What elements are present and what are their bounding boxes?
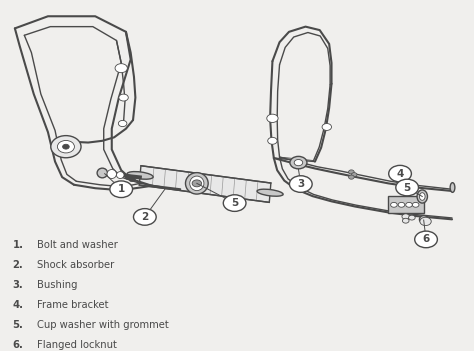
Text: 3.: 3. xyxy=(12,280,23,290)
Circle shape xyxy=(402,214,410,219)
Circle shape xyxy=(348,175,354,179)
Circle shape xyxy=(294,159,303,166)
Text: 5: 5 xyxy=(231,198,238,208)
Ellipse shape xyxy=(419,193,425,200)
Circle shape xyxy=(118,120,127,127)
Circle shape xyxy=(115,64,128,73)
Circle shape xyxy=(398,203,405,207)
Text: Bushing: Bushing xyxy=(37,280,78,290)
Circle shape xyxy=(420,217,431,226)
Circle shape xyxy=(57,140,74,153)
FancyBboxPatch shape xyxy=(388,196,424,213)
Ellipse shape xyxy=(257,189,283,196)
Circle shape xyxy=(290,157,307,169)
Ellipse shape xyxy=(450,183,455,192)
Text: 1: 1 xyxy=(118,184,125,194)
Circle shape xyxy=(290,176,312,192)
Circle shape xyxy=(412,203,419,207)
Ellipse shape xyxy=(185,173,208,194)
Circle shape xyxy=(192,180,201,187)
Ellipse shape xyxy=(417,190,428,203)
Circle shape xyxy=(223,195,246,211)
Text: 5: 5 xyxy=(403,183,411,192)
Circle shape xyxy=(415,231,438,248)
Text: 4.: 4. xyxy=(12,300,24,310)
Text: Cup washer with grommet: Cup washer with grommet xyxy=(37,320,169,330)
Circle shape xyxy=(63,144,69,149)
Circle shape xyxy=(110,181,133,198)
Circle shape xyxy=(51,135,81,158)
Text: 2.: 2. xyxy=(12,260,23,270)
Ellipse shape xyxy=(127,172,153,179)
Text: Shock absorber: Shock absorber xyxy=(37,260,114,270)
Text: Flanged locknut: Flanged locknut xyxy=(37,340,117,350)
Ellipse shape xyxy=(419,216,428,223)
Circle shape xyxy=(406,203,412,207)
Circle shape xyxy=(267,114,278,122)
Circle shape xyxy=(348,170,354,174)
Text: 2: 2 xyxy=(141,212,148,222)
Text: 3: 3 xyxy=(297,179,304,189)
Text: 4: 4 xyxy=(396,169,404,179)
Circle shape xyxy=(391,203,397,207)
Text: 6.: 6. xyxy=(12,340,23,350)
Text: 5.: 5. xyxy=(12,320,23,330)
Circle shape xyxy=(268,137,277,144)
Text: Bolt and washer: Bolt and washer xyxy=(37,240,118,250)
Circle shape xyxy=(119,94,128,101)
Circle shape xyxy=(134,208,156,225)
Circle shape xyxy=(409,215,415,220)
Circle shape xyxy=(351,173,357,177)
Circle shape xyxy=(125,175,132,180)
Ellipse shape xyxy=(97,168,108,178)
Text: 6: 6 xyxy=(422,234,429,244)
Ellipse shape xyxy=(117,172,124,179)
Circle shape xyxy=(389,165,411,182)
Ellipse shape xyxy=(190,176,204,191)
Text: 1.: 1. xyxy=(12,240,24,250)
Circle shape xyxy=(396,179,419,196)
Text: Frame bracket: Frame bracket xyxy=(37,300,109,310)
Polygon shape xyxy=(139,166,271,203)
Ellipse shape xyxy=(107,170,117,179)
Circle shape xyxy=(322,124,331,131)
Circle shape xyxy=(129,177,136,181)
Circle shape xyxy=(402,218,409,223)
